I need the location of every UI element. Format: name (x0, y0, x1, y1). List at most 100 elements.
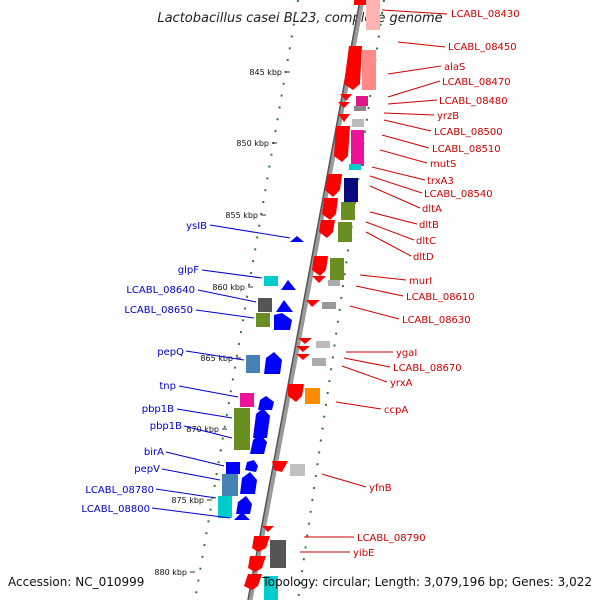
leader-muri (359, 274, 407, 281)
label-lcabl-08630: LCABL_08630 (402, 315, 471, 326)
tick-870: 870 kbp (186, 425, 219, 434)
leader-muts (379, 149, 428, 164)
gene-tnp (258, 396, 274, 410)
gene-glpf-cds (264, 276, 278, 286)
leader-lcabl-08800 (151, 507, 231, 519)
leader-lcabl-08610 (355, 285, 404, 297)
gene-yrzb-cds (354, 106, 366, 111)
gene-dltb (322, 198, 338, 220)
label-bira: birA (144, 447, 164, 458)
leader-bira (165, 451, 225, 467)
label-ccpa: ccpA (384, 405, 408, 416)
gene-trxa3-cds (349, 164, 361, 170)
gene-yfnb (272, 461, 288, 472)
gene-ysib (290, 236, 304, 242)
label-lcabl-08790: LCABL_08790 (357, 533, 426, 544)
leader-lcabl-08430 (381, 9, 448, 15)
label-lcabl-08650: LCABL_08650 (124, 305, 193, 316)
gene-lcabl-08780-cds (218, 496, 232, 518)
leader-pepv (161, 468, 221, 481)
leader-glpf (201, 269, 263, 279)
label-yrzb: yrzB (437, 111, 459, 122)
label-lcabl-08800: LCABL_08800 (81, 504, 150, 515)
leader-tnp (178, 385, 239, 398)
gene-lcabl-08480 (338, 102, 350, 108)
gene-yrxa-cds (312, 358, 326, 366)
gene-lcabl-08630-cds (322, 302, 336, 309)
leader-lcabl-08670 (343, 357, 391, 368)
gene-pbp1b-cds (234, 408, 250, 450)
gene-dltd-cds (338, 222, 352, 242)
label-lcabl-08510: LCABL_08510 (432, 144, 501, 155)
label-lcabl-08450: LCABL_08450 (448, 42, 517, 53)
gene-lcabl-08820 (244, 574, 262, 590)
label-muri: murI (409, 276, 432, 287)
label-yfnb: yfnB (369, 483, 392, 494)
gene-lcabl-08800 (234, 512, 250, 520)
gene-dlta (325, 174, 342, 197)
leader-dltc (365, 221, 415, 241)
gene-muts (334, 126, 350, 162)
leader-lcabl-08500 (383, 119, 432, 132)
gene-yibe (252, 536, 270, 552)
tick-860: 860 kbp (212, 283, 245, 292)
gene-lcabl-08810 (248, 556, 266, 572)
label-pbp1b-a: pbp1B (142, 404, 174, 415)
tick-845: 845 kbp (249, 68, 282, 77)
label-pepq: pepQ (157, 347, 184, 358)
label-ysib: ysIB (186, 221, 207, 232)
label-alas: alaS (444, 62, 465, 73)
label-lcabl-08670: LCABL_08670 (393, 363, 462, 374)
gene-lcabl-08640-cds (258, 298, 272, 312)
gene-pepv-cds (222, 474, 238, 496)
gene-yibe-cds (270, 540, 286, 568)
gene-muri-cds (330, 258, 344, 280)
label-lcabl-08480: LCABL_08480 (439, 96, 508, 107)
gene-bira (226, 462, 240, 474)
gene-lcabl-08820-cds (264, 576, 278, 600)
gene-muts-cds (351, 130, 364, 166)
leader-lcabl-08640 (197, 289, 257, 303)
leader-lcabl-08650 (195, 309, 255, 319)
gene-lcabl-08480-cds (356, 96, 368, 106)
gene-pepv (240, 472, 257, 494)
gene-lcabl-08780 (236, 496, 252, 514)
label-tnp: tnp (159, 381, 176, 392)
leader-ccpa (335, 401, 382, 410)
gene-lcabl-08610-cds (328, 280, 340, 286)
inner-dotted-ring (297, 0, 385, 600)
left-gene-labels: ysIB glpF LCABL_08640 LCABL_08650 pepQ t… (81, 221, 207, 515)
right-gene-labels: LCABL_08430 LCABL_08450 alaS LCABL_08470… (353, 9, 520, 559)
label-dlta: dltA (422, 204, 442, 215)
backbone-edge (247, 0, 361, 600)
gene-lcabl-08430 (354, 0, 368, 5)
leader-lcabl-08470 (387, 80, 441, 98)
gene-ccpa-cds (305, 388, 320, 404)
leader-alas (387, 65, 442, 75)
label-pepv: pepV (134, 464, 160, 475)
gene-lcabl-08670 (296, 346, 310, 352)
leader-pepq (185, 350, 245, 361)
leader-yrxa (341, 365, 388, 383)
leader-lcabl-08630 (349, 305, 400, 320)
label-lcabl-08640: LCABL_08640 (126, 285, 195, 296)
label-ygai: ygaI (396, 348, 417, 359)
gene-ccpa (288, 384, 304, 402)
tick-880: 880 kbp (154, 568, 187, 577)
label-lcabl-08470: LCABL_08470 (442, 77, 511, 88)
gene-ygai-cds (316, 341, 330, 348)
gene-muri (312, 256, 328, 276)
gene-pepq (264, 352, 282, 374)
gene-tnp-cds (240, 393, 254, 407)
label-lcabl-08500: LCABL_08500 (434, 127, 503, 138)
gene-yfnb-cds (290, 464, 305, 476)
label-yrxa: yrxA (390, 378, 413, 389)
forward-genes (244, 0, 380, 600)
gene-lcabl-08500-cds (352, 119, 364, 127)
leader-yfnb (321, 473, 367, 488)
gene-alas-cds (362, 50, 376, 90)
tick-850: 850 kbp (236, 139, 269, 148)
leader-dltb (369, 211, 418, 225)
gene-pbp1b-b (250, 434, 267, 454)
